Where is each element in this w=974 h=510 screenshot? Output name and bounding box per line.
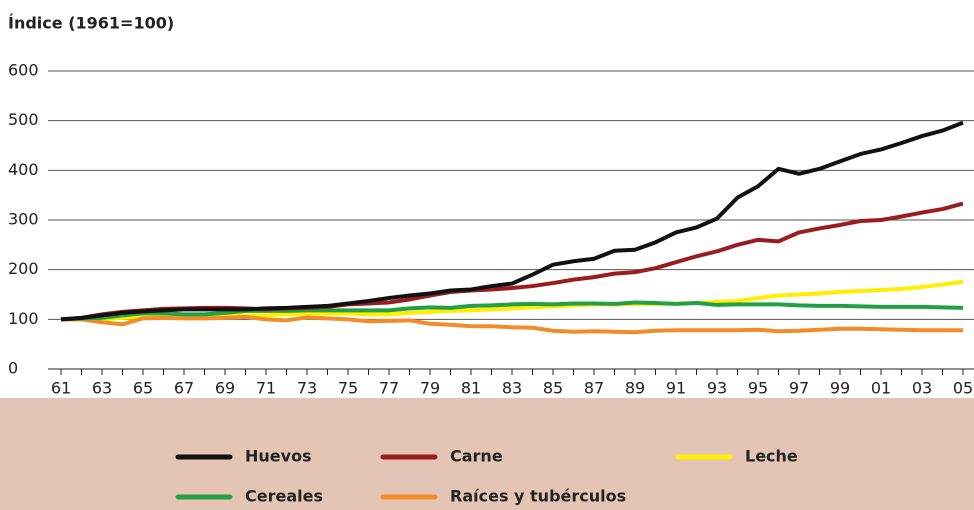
legend-label: Huevos (245, 447, 312, 466)
y-tick-label: 500 (8, 110, 39, 129)
x-tick-label: 81 (461, 379, 481, 398)
x-tick-label: 03 (912, 379, 932, 398)
legend-label: Cereales (245, 487, 323, 506)
line-series (60, 120, 964, 322)
x-tick-label: 01 (871, 379, 891, 398)
legend-label: Carne (450, 447, 503, 466)
y-tick-label: 100 (8, 309, 39, 328)
x-tick-label: 91 (666, 379, 686, 398)
x-tick-label: 93 (707, 379, 727, 398)
legend-label: Leche (745, 447, 798, 466)
x-tick-label: 75 (338, 379, 358, 398)
line-series (60, 201, 964, 322)
y-tick-label: 200 (8, 259, 39, 278)
x-tick-label: 89 (625, 379, 645, 398)
legend-label: Raíces y tubérculos (450, 487, 626, 506)
y-tick-label: 400 (8, 160, 39, 179)
x-tick-label: 99 (830, 379, 850, 398)
x-tick-label: 67 (174, 379, 194, 398)
x-tick-label: 87 (584, 379, 604, 398)
line-series (61, 314, 963, 335)
y-tick-label: 300 (8, 210, 39, 229)
x-tick-label: 71 (256, 379, 276, 398)
x-tick-label: 97 (789, 379, 809, 398)
y-tick-label: 600 (8, 61, 39, 80)
line-series (60, 300, 964, 322)
y-tick-label: 0 (8, 359, 18, 378)
x-tick-label: 77 (379, 379, 399, 398)
x-tick-label: 85 (543, 379, 563, 398)
x-tick-label: 63 (92, 379, 112, 398)
y-axis-label: Índice (1961=100) (8, 14, 174, 33)
x-tick-label: 83 (502, 379, 522, 398)
x-tick-label: 05 (953, 379, 973, 398)
x-tick-label: 95 (748, 379, 768, 398)
x-tick-label: 69 (215, 379, 235, 398)
x-tick-label: 61 (51, 379, 71, 398)
legend-background (0, 398, 974, 510)
x-tick-label: 65 (133, 379, 153, 398)
x-tick-label: 79 (420, 379, 440, 398)
x-tick-label: 73 (297, 379, 317, 398)
